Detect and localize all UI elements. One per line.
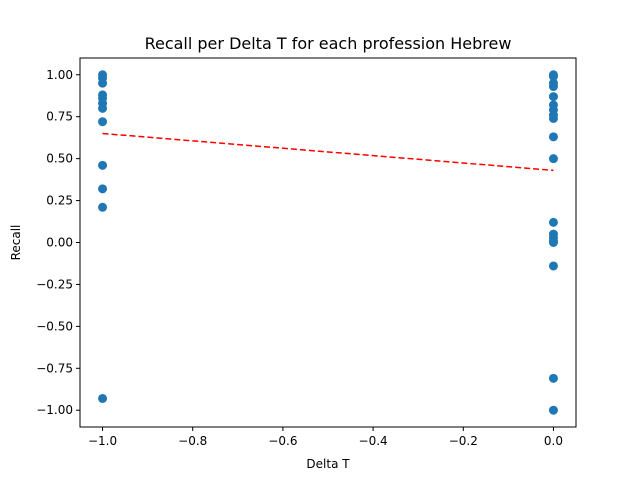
data-point — [548, 238, 558, 247]
data-point — [98, 103, 108, 113]
data-point — [98, 202, 108, 212]
y-axis-label: Recall — [9, 225, 23, 261]
trend-line — [102, 132, 554, 172]
y-tick-label: −0.25 — [36, 277, 73, 291]
data-point — [548, 405, 558, 415]
y-tick-label: 0.50 — [46, 152, 73, 166]
data-point — [98, 117, 108, 127]
y-tick-label: 0.00 — [46, 236, 73, 250]
data-points — [98, 70, 558, 415]
y-tick-label: 0.75 — [46, 110, 73, 124]
data-point — [548, 92, 558, 102]
y-tick-label: 0.25 — [46, 194, 73, 208]
x-tick-label: −1.0 — [88, 434, 117, 448]
y-tick-label: 1.00 — [46, 68, 73, 82]
data-point — [98, 184, 108, 194]
data-point — [548, 113, 558, 123]
x-tick-label: −0.4 — [359, 434, 388, 448]
data-point — [98, 160, 108, 170]
data-point — [98, 393, 108, 403]
plot-area — [79, 57, 577, 428]
data-point — [548, 71, 558, 81]
trend-line-group — [102, 132, 554, 172]
y-tick-label: −1.00 — [36, 403, 73, 417]
x-tick-label: −0.2 — [449, 434, 478, 448]
x-axis-label: Delta T — [306, 457, 350, 471]
data-point — [548, 373, 558, 383]
chart-title: Recall per Delta T for each profession H… — [145, 34, 512, 53]
x-tick-label: −0.6 — [268, 434, 297, 448]
data-point — [98, 78, 108, 88]
x-tick-label: −0.8 — [178, 434, 207, 448]
data-point — [548, 154, 558, 164]
x-axis: −1.0 −0.8 −0.6 −0.4 −0.2 0.0 — [88, 427, 563, 448]
y-axis: −1.00 −0.75 −0.50 −0.25 0.00 0.25 0.50 0.75 1.00 — [36, 68, 80, 417]
data-point — [548, 132, 558, 142]
data-point — [548, 217, 558, 227]
data-point — [548, 82, 558, 92]
data-point — [548, 261, 558, 271]
y-tick-label: −0.50 — [36, 319, 73, 333]
y-tick-label: −0.75 — [36, 361, 73, 375]
x-tick-label: 0.0 — [544, 434, 563, 448]
